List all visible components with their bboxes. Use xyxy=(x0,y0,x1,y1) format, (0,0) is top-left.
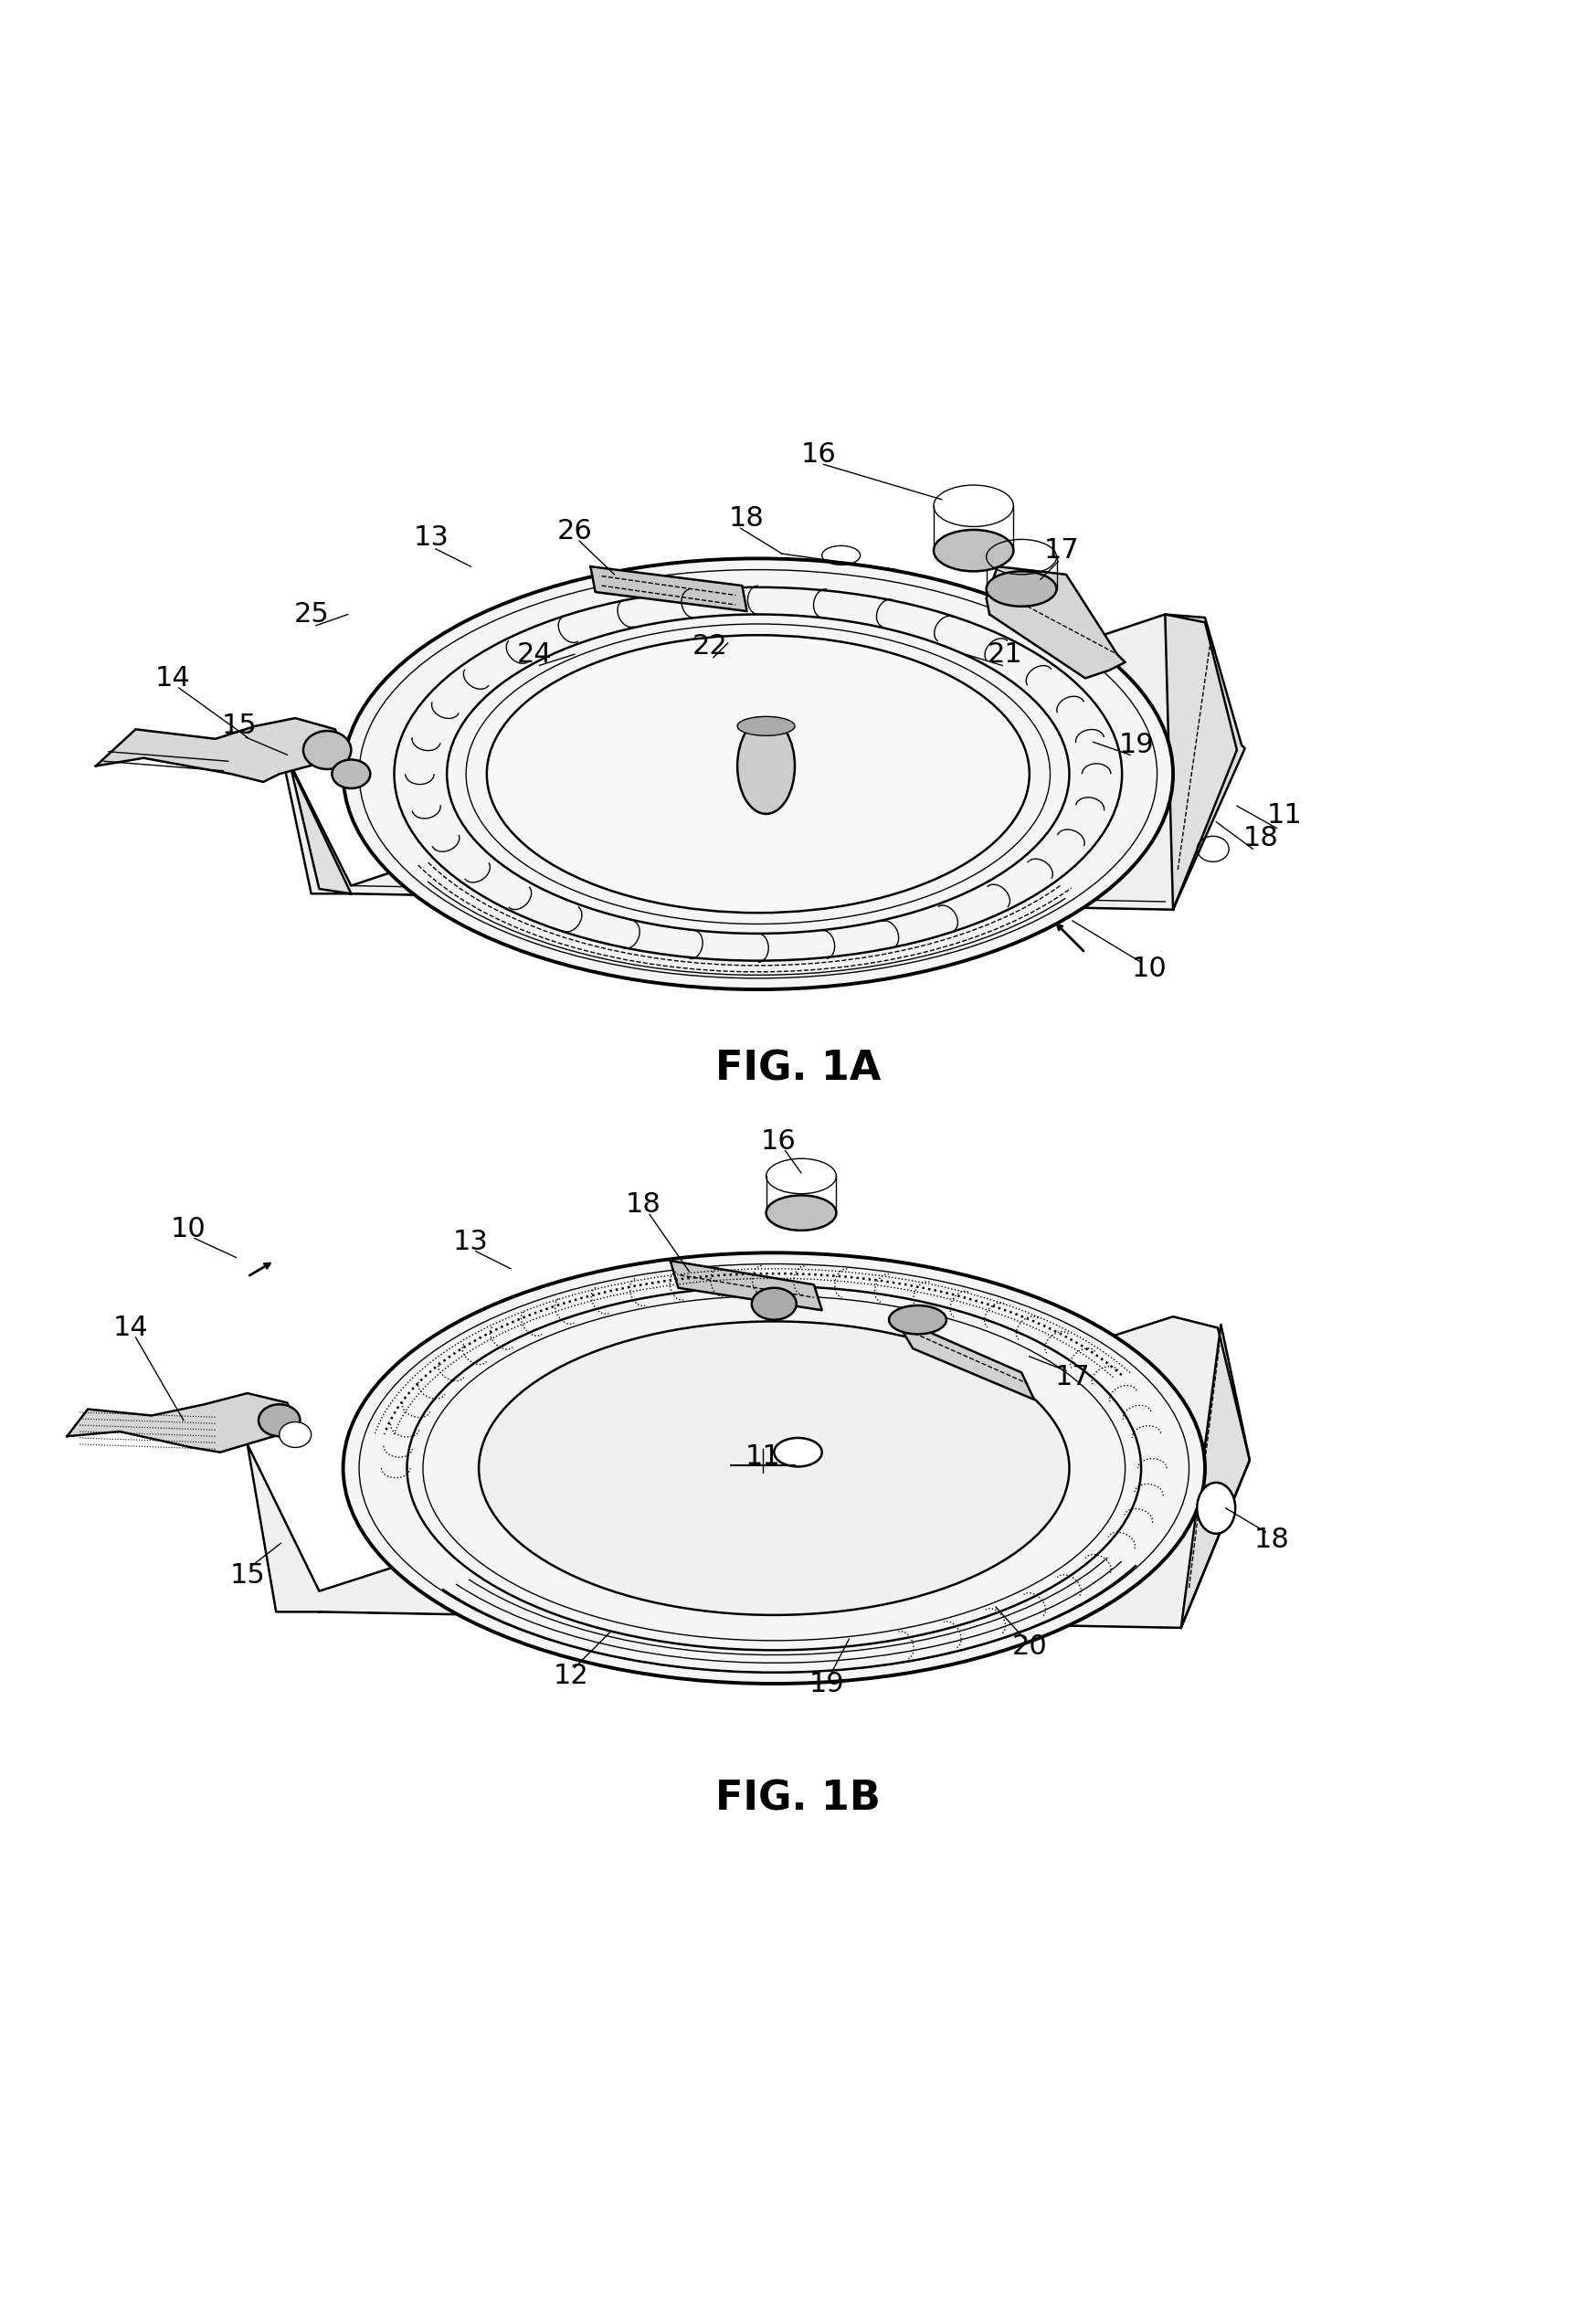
Ellipse shape xyxy=(986,572,1057,606)
Ellipse shape xyxy=(737,717,795,736)
Polygon shape xyxy=(894,1317,1034,1400)
Ellipse shape xyxy=(752,1289,796,1319)
Text: 13: 13 xyxy=(453,1229,488,1254)
Ellipse shape xyxy=(343,558,1173,990)
Text: FIG. 1B: FIG. 1B xyxy=(715,1779,881,1819)
Text: 25: 25 xyxy=(294,602,329,627)
Ellipse shape xyxy=(487,634,1029,912)
Ellipse shape xyxy=(303,731,351,768)
Ellipse shape xyxy=(774,1437,822,1467)
Text: 18: 18 xyxy=(1254,1527,1290,1553)
Text: 12: 12 xyxy=(554,1661,589,1689)
Ellipse shape xyxy=(766,1196,836,1231)
Ellipse shape xyxy=(259,1405,300,1437)
Text: 11: 11 xyxy=(745,1444,780,1469)
Text: 18: 18 xyxy=(729,504,764,532)
Polygon shape xyxy=(1165,616,1245,909)
Text: 14: 14 xyxy=(113,1314,148,1342)
Polygon shape xyxy=(986,567,1125,678)
Polygon shape xyxy=(1181,1324,1250,1627)
Ellipse shape xyxy=(479,1321,1069,1615)
Text: 26: 26 xyxy=(557,518,592,544)
Text: 24: 24 xyxy=(517,641,552,666)
Ellipse shape xyxy=(934,530,1013,572)
Text: 13: 13 xyxy=(413,525,448,551)
Text: 10: 10 xyxy=(171,1215,206,1243)
Polygon shape xyxy=(279,616,1237,909)
Polygon shape xyxy=(279,738,351,893)
Polygon shape xyxy=(96,717,343,782)
Text: 18: 18 xyxy=(626,1192,661,1217)
Text: 20: 20 xyxy=(1012,1634,1047,1659)
Text: 14: 14 xyxy=(155,664,190,692)
Ellipse shape xyxy=(737,717,795,815)
Text: 19: 19 xyxy=(1119,731,1154,759)
Text: 21: 21 xyxy=(988,641,1023,666)
Polygon shape xyxy=(591,567,747,611)
Text: 17: 17 xyxy=(1044,537,1079,565)
Polygon shape xyxy=(67,1393,295,1453)
Polygon shape xyxy=(670,1261,822,1310)
Text: 11: 11 xyxy=(1267,803,1302,828)
Text: 19: 19 xyxy=(809,1671,844,1696)
Text: 17: 17 xyxy=(1055,1363,1090,1391)
Text: 22: 22 xyxy=(693,634,728,659)
Text: 10: 10 xyxy=(1132,956,1167,981)
Ellipse shape xyxy=(1197,1483,1235,1534)
Polygon shape xyxy=(247,1317,1250,1627)
Ellipse shape xyxy=(279,1421,311,1449)
Text: 15: 15 xyxy=(222,713,257,740)
Text: 18: 18 xyxy=(1243,824,1278,852)
Ellipse shape xyxy=(343,1252,1205,1685)
Text: FIG. 1A: FIG. 1A xyxy=(715,1051,881,1090)
Text: 15: 15 xyxy=(230,1562,265,1587)
Text: 16: 16 xyxy=(761,1127,796,1155)
Text: 16: 16 xyxy=(801,442,836,467)
Ellipse shape xyxy=(332,759,370,789)
Ellipse shape xyxy=(889,1305,946,1335)
